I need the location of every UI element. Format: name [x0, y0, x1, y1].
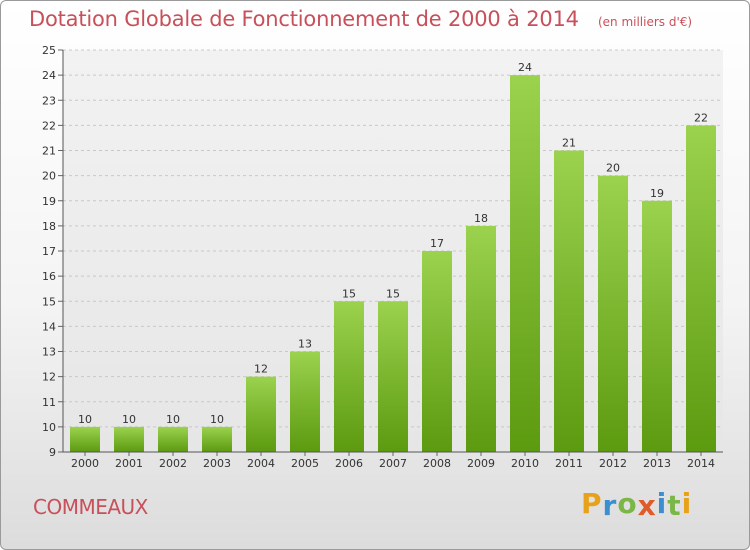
chart-title: Dotation Globale de Fonctionnement de 20…: [29, 7, 579, 31]
bar: [378, 301, 408, 452]
x-tick-label: 2004: [247, 457, 275, 470]
logo-letter: t: [667, 489, 682, 522]
x-tick-label: 2003: [203, 457, 231, 470]
x-tick-label: 2013: [643, 457, 671, 470]
logo-letter: o: [617, 487, 638, 520]
data-label: 12: [254, 363, 268, 376]
bar: [422, 251, 452, 452]
data-label: 15: [386, 287, 400, 300]
y-tick-label: 20: [42, 170, 56, 183]
bar: [554, 150, 584, 452]
bar: [466, 225, 496, 452]
y-tick-label: 17: [42, 245, 56, 258]
y-tick-label: 25: [42, 44, 56, 57]
y-tick-label: 10: [42, 421, 56, 434]
x-tick-label: 2001: [115, 457, 143, 470]
x-tick-label: 2008: [423, 457, 451, 470]
x-tick-label: 2006: [335, 457, 363, 470]
bar: [334, 301, 364, 452]
y-tick-label: 19: [42, 195, 56, 208]
data-label: 10: [166, 413, 180, 426]
y-tick-label: 16: [42, 270, 56, 283]
data-label: 18: [474, 212, 488, 225]
y-tick-label: 23: [42, 94, 56, 107]
proxiti-logo: Proxiti: [581, 487, 693, 522]
y-tick-label: 13: [42, 346, 56, 359]
bar: [158, 426, 188, 452]
bar: [686, 125, 716, 452]
logo-letter: P: [581, 487, 603, 520]
chart-subtitle: (en milliers d'€): [597, 15, 693, 29]
x-tick-label: 2005: [291, 457, 319, 470]
y-tick-label: 24: [42, 69, 56, 82]
logo-letter: i: [681, 487, 693, 520]
y-tick-label: 9: [49, 446, 56, 459]
y-tick-label: 11: [42, 396, 56, 409]
bar: [114, 426, 144, 452]
commune-name: COMMEAUX: [33, 495, 148, 519]
data-label: 22: [694, 111, 708, 124]
logo-letter: x: [637, 489, 657, 522]
title-row: Dotation Globale de Fonctionnement de 20…: [29, 7, 692, 31]
x-tick-label: 2014: [687, 457, 715, 470]
logo-letter: i: [656, 487, 668, 520]
x-tick-label: 2007: [379, 457, 407, 470]
bar: [70, 426, 100, 452]
data-label: 15: [342, 287, 356, 300]
data-label: 10: [210, 413, 224, 426]
data-label: 17: [430, 237, 444, 250]
y-tick-label: 14: [42, 320, 56, 333]
data-label: 21: [562, 137, 576, 150]
x-tick-label: 2010: [511, 457, 539, 470]
data-label: 24: [518, 61, 532, 74]
y-tick-label: 15: [42, 295, 56, 308]
axes: 9 10 11 12 13 14 15 16 17 18 19 20 21 22 23 24 25 2000 200…: [42, 44, 723, 470]
x-tick-label: 2011: [555, 457, 583, 470]
data-label: 10: [78, 413, 92, 426]
bar: [510, 75, 540, 452]
bars: 10 10 10 10 12 13 15 15 17 18 24 21 20 19 22: [70, 61, 716, 452]
bar: [642, 200, 672, 452]
x-tick-label: 2009: [467, 457, 495, 470]
bar: [202, 426, 232, 452]
x-tick-label: 2002: [159, 457, 187, 470]
data-label: 20: [606, 162, 620, 175]
data-label: 19: [650, 187, 664, 200]
bar: [246, 376, 276, 452]
y-tick-label: 22: [42, 119, 56, 132]
y-tick-label: 18: [42, 220, 56, 233]
bar: [290, 351, 320, 452]
logo-letter: r: [602, 489, 618, 522]
x-tick-label: 2000: [71, 457, 99, 470]
data-label: 13: [298, 338, 312, 351]
y-tick-label: 21: [42, 145, 56, 158]
data-label: 10: [122, 413, 136, 426]
y-tick-label: 12: [42, 371, 56, 384]
bar: [598, 175, 628, 452]
x-tick-label: 2012: [599, 457, 627, 470]
